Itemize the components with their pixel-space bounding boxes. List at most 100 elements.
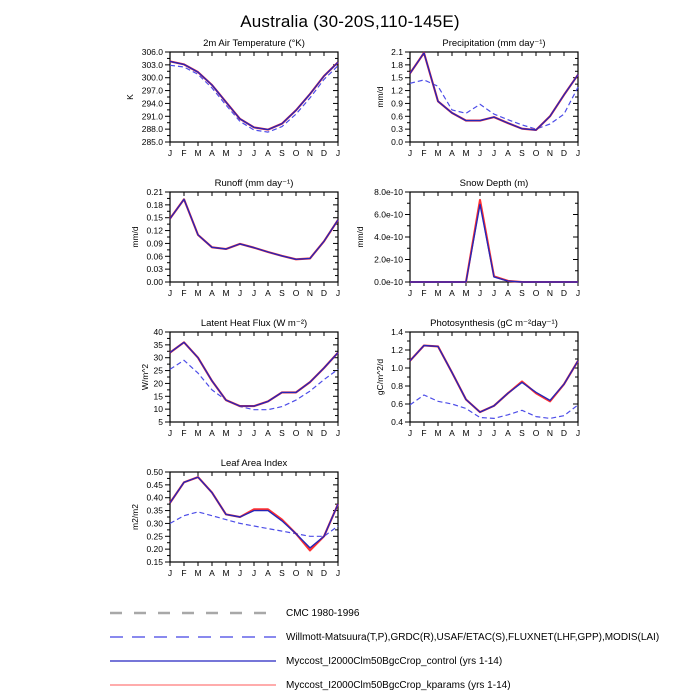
x-tick-label: J bbox=[252, 428, 256, 438]
chart-panel-leaf-area-index: Leaf Area Index 0.15 0.20 0.25 0.30 0.35 0.40 0… bbox=[110, 456, 350, 596]
x-tick-label: S bbox=[519, 428, 525, 438]
x-tick-label: J bbox=[168, 148, 172, 158]
x-tick-label: A bbox=[449, 428, 455, 438]
charts-grid: 2m Air Temperature (°K) 285.0 288.0 291.0 29… bbox=[110, 36, 590, 596]
y-tick-label: 297.0 bbox=[142, 86, 164, 96]
x-tick-label: N bbox=[307, 148, 313, 158]
x-tick-label: J bbox=[238, 288, 242, 298]
y-tick-label: 0.8 bbox=[391, 381, 403, 391]
y-tick-label: 0.30 bbox=[146, 518, 163, 528]
x-tick-label: N bbox=[307, 568, 313, 578]
y-tick-label: 0.0e-10 bbox=[374, 277, 403, 287]
x-tick-label: D bbox=[321, 428, 327, 438]
legend-item-3: Myccost_I2000Clm50BgcCrop_kparams (yrs 1… bbox=[108, 673, 659, 697]
x-tick-label: N bbox=[307, 428, 313, 438]
x-tick-label: J bbox=[238, 428, 242, 438]
y-tick-label: 8.0e-10 bbox=[374, 187, 403, 197]
x-tick-label: J bbox=[478, 148, 482, 158]
x-tick-label: J bbox=[252, 288, 256, 298]
x-tick-label: A bbox=[265, 288, 271, 298]
x-tick-label: J bbox=[408, 148, 412, 158]
x-tick-label: M bbox=[222, 288, 229, 298]
x-tick-label: J bbox=[238, 568, 242, 578]
series-kparams bbox=[410, 198, 578, 284]
y-tick-label: 294.0 bbox=[142, 98, 164, 108]
x-tick-label: F bbox=[421, 148, 426, 158]
series-obs-fluxnet bbox=[409, 394, 579, 420]
chart-title: Snow Depth (m) bbox=[460, 178, 529, 189]
series-kparams bbox=[169, 476, 339, 552]
legend-label: CMC 1980-1996 bbox=[286, 607, 360, 619]
x-tick-label: O bbox=[533, 288, 540, 298]
chart-panel-snow-depth: Snow Depth (m) 0.0e-10 2.0e-10 4.0e-10 6.0e-… bbox=[350, 176, 590, 316]
x-tick-label: O bbox=[293, 568, 300, 578]
series-kparams bbox=[409, 344, 579, 414]
y-tick-label: 0.09 bbox=[146, 238, 163, 248]
y-tick-label: 35 bbox=[154, 340, 164, 350]
y-tick-label: 0.06 bbox=[146, 251, 163, 261]
y-tick-label: 0.15 bbox=[146, 213, 163, 223]
y-tick-label: 0.9 bbox=[391, 98, 403, 108]
x-tick-label: M bbox=[194, 568, 201, 578]
chart-latent-heat-flux: Latent Heat Flux (W m⁻²) 5 10 15 20 25 30 35 40 J… bbox=[140, 318, 340, 438]
x-tick-label: F bbox=[181, 148, 186, 158]
y-tick-label: 6.0e-10 bbox=[374, 210, 403, 220]
x-tick-label: O bbox=[293, 148, 300, 158]
chart-precipitation: Precipitation (mm day⁻¹) 0.0 0.3 0.6 0.9 1.2 1… bbox=[375, 38, 580, 158]
x-tick-label: J bbox=[238, 148, 242, 158]
x-tick-label: M bbox=[434, 288, 441, 298]
x-tick-label: M bbox=[194, 288, 201, 298]
y-tick-label: 0.6 bbox=[391, 111, 403, 121]
y-tick-label: 0.40 bbox=[146, 493, 163, 503]
y-tick-label: 0.20 bbox=[146, 544, 163, 554]
x-tick-label: S bbox=[279, 148, 285, 158]
x-tick-label: D bbox=[561, 428, 567, 438]
legend-label: Myccost_I2000Clm50BgcCrop_control (yrs 1… bbox=[286, 655, 503, 667]
chart-title: Photosynthesis (gC m⁻²day⁻¹) bbox=[430, 318, 558, 329]
chart-snow-depth: Snow Depth (m) 0.0e-10 2.0e-10 4.0e-10 6.0e-… bbox=[355, 178, 580, 298]
series-obs-modis bbox=[169, 511, 339, 537]
x-tick-label: O bbox=[533, 428, 540, 438]
x-tick-label: S bbox=[519, 288, 525, 298]
y-tick-label: 0.35 bbox=[146, 506, 163, 516]
x-tick-label: M bbox=[222, 428, 229, 438]
x-tick-label: A bbox=[449, 288, 455, 298]
x-tick-label: J bbox=[336, 288, 340, 298]
series-kparams bbox=[169, 341, 339, 408]
chart-title: 2m Air Temperature (°K) bbox=[203, 38, 305, 49]
page-title: Australia (30-20S,110-145E) bbox=[240, 12, 460, 31]
x-tick-label: J bbox=[408, 428, 412, 438]
x-tick-label: A bbox=[265, 568, 271, 578]
legend-line-sample bbox=[110, 684, 276, 686]
y-tick-label: 2.0e-10 bbox=[374, 255, 403, 265]
y-tick-label: 10 bbox=[154, 404, 164, 414]
x-tick-label: A bbox=[265, 148, 271, 158]
y-tick-label: 1.8 bbox=[391, 60, 403, 70]
x-tick-label: J bbox=[492, 288, 496, 298]
legend-line-sample bbox=[110, 660, 276, 662]
x-tick-label: J bbox=[492, 148, 496, 158]
x-tick-label: F bbox=[421, 288, 426, 298]
x-tick-label: J bbox=[168, 568, 172, 578]
figure-legend: CMC 1980-1996 Willmott-Matsuura(T,P),GRDC… bbox=[108, 601, 659, 697]
y-tick-label: 1.2 bbox=[391, 86, 403, 96]
chart-panel-precipitation: Precipitation (mm day⁻¹) 0.0 0.3 0.6 0.9 1.2 1… bbox=[350, 36, 590, 176]
x-tick-label: J bbox=[336, 568, 340, 578]
chart-panel-runoff: Runoff (mm day⁻¹) 0.00 0.03 0.06 0.09 0.12 0.1… bbox=[110, 176, 350, 316]
x-tick-label: M bbox=[462, 148, 469, 158]
x-tick-label: J bbox=[576, 148, 580, 158]
legend-item-2: Myccost_I2000Clm50BgcCrop_control (yrs 1… bbox=[108, 649, 659, 673]
legend-item-0: CMC 1980-1996 bbox=[108, 601, 659, 625]
series-obs-willmott-matsuura bbox=[169, 64, 339, 133]
x-tick-label: S bbox=[279, 428, 285, 438]
y-axis-label: m2/m2 bbox=[130, 504, 140, 530]
x-tick-label: J bbox=[408, 288, 412, 298]
x-tick-label: A bbox=[209, 148, 215, 158]
x-tick-label: M bbox=[194, 428, 201, 438]
legend-line-sample bbox=[110, 611, 276, 615]
chart-title: Runoff (mm day⁻¹) bbox=[215, 178, 294, 189]
x-tick-label: D bbox=[321, 288, 327, 298]
x-tick-label: O bbox=[293, 288, 300, 298]
x-tick-label: A bbox=[265, 428, 271, 438]
x-tick-label: J bbox=[492, 428, 496, 438]
